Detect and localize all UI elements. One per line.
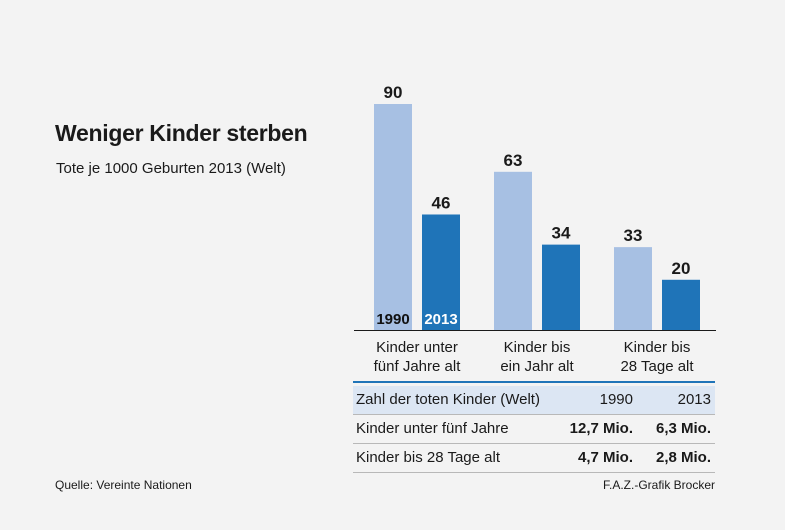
table-cell-1990: 12,7 Mio. xyxy=(569,420,633,437)
source-note: Quelle: Vereinte Nationen xyxy=(55,478,192,492)
bar-value-label: 34 xyxy=(552,224,571,243)
category-label: Kinder unter xyxy=(376,339,458,356)
bar-1990-2 xyxy=(494,171,532,330)
bar-1990-1 xyxy=(374,104,412,330)
category-label: 28 Tage alt xyxy=(620,358,694,375)
bar-2013-2 xyxy=(542,244,580,330)
bar-value-label: 20 xyxy=(672,259,691,278)
death-count-table: Zahl der toten Kinder (Welt) 1990 2013 K… xyxy=(353,381,715,473)
legend-label-1990: 1990 xyxy=(376,311,409,328)
table-cell-2013: 6,3 Mio. xyxy=(655,420,711,437)
category-label: fünf Jahre alt xyxy=(374,358,462,375)
bar-2013-1 xyxy=(422,214,460,330)
bar-chart: 90 1990 63 33 46 2013 34 20 Kinder unter fünf Jah… xyxy=(354,83,716,375)
legend-label-2013: 2013 xyxy=(424,311,457,328)
category-label: ein Jahr alt xyxy=(500,358,574,375)
table-header-2013: 2013 xyxy=(677,391,711,408)
category-label: Kinder bis xyxy=(624,339,691,356)
bar-value-label: 63 xyxy=(504,151,523,170)
chart-title: Weniger Kinder sterben xyxy=(55,120,308,146)
table-row-label: Kinder unter fünf Jahre xyxy=(356,420,509,437)
graphic-credit: F.A.Z.-Grafik Brocker xyxy=(602,478,715,492)
bar-value-label: 33 xyxy=(624,226,643,245)
chart-subtitle: Tote je 1000 Geburten 2013 (Welt) xyxy=(56,160,286,177)
table-header-label: Zahl der toten Kinder (Welt) xyxy=(356,391,540,408)
table-row: Kinder bis 28 Tage alt 4,7 Mio. 2,8 Mio. xyxy=(353,444,715,473)
table-row-label: Kinder bis 28 Tage alt xyxy=(356,449,500,466)
table-cell-1990: 4,7 Mio. xyxy=(577,449,633,466)
bar-value-label: 90 xyxy=(384,83,403,102)
bar-1990-3 xyxy=(614,247,652,330)
bar-2013-3 xyxy=(662,279,700,330)
table-row: Kinder unter fünf Jahre 12,7 Mio. 6,3 Mi… xyxy=(353,415,715,444)
bar-value-label: 46 xyxy=(432,193,451,212)
table-cell-2013: 2,8 Mio. xyxy=(655,449,711,466)
table-header-1990: 1990 xyxy=(599,391,633,408)
table-header-row: Zahl der toten Kinder (Welt) 1990 2013 xyxy=(353,381,715,415)
category-label: Kinder bis xyxy=(504,339,571,356)
